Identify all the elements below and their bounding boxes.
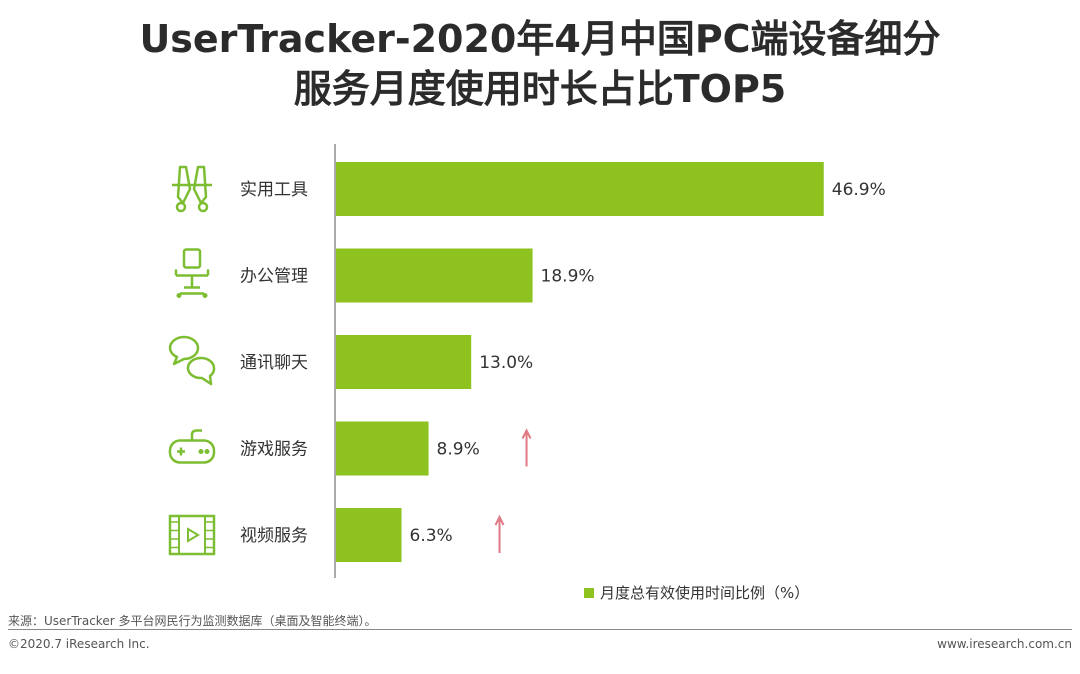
value-label: 13.0%: [479, 353, 533, 373]
category-label: 通讯聊天: [240, 353, 308, 373]
category-label: 办公管理: [240, 267, 308, 287]
value-label: 18.9%: [541, 267, 595, 287]
website[interactable]: www.iresearch.com.cn: [937, 637, 1072, 651]
value-label: 6.3%: [410, 526, 453, 546]
legend-swatch: [584, 587, 594, 598]
bar: [336, 335, 472, 389]
chart-title-line-1: UserTracker-2020年4月中国PC端设备细分: [139, 17, 941, 61]
chat-bubbles-icon: [168, 335, 216, 386]
bar: [336, 421, 429, 476]
bar: [336, 162, 824, 216]
bar: [336, 248, 533, 303]
legend: 月度总有效使用时间比例（%）: [584, 582, 809, 603]
chart-title-line-2: 服务月度使用时长占比TOP5: [293, 67, 787, 111]
source-note: 来源：UserTracker 多平台网民行为监测数据库（桌面及智能终端）。: [8, 614, 377, 628]
office-chair-icon: [174, 248, 210, 298]
trend-up-arrow-icon: [521, 428, 532, 467]
gamepad-icon: [168, 429, 216, 464]
value-label: 46.9%: [832, 180, 886, 200]
film-icon: [168, 514, 216, 556]
category-label: 游戏服务: [240, 440, 308, 460]
legend-label: 月度总有效使用时间比例（%）: [600, 584, 810, 602]
category-label: 实用工具: [240, 180, 308, 200]
bar: [336, 508, 402, 562]
category-label: 视频服务: [240, 526, 308, 546]
trend-up-arrow-icon: [494, 514, 505, 553]
footer-divider: [8, 629, 1072, 630]
value-label: 8.9%: [437, 440, 480, 460]
tools-icon: [172, 165, 212, 213]
copyright: ©2020.7 iResearch Inc.: [8, 637, 150, 651]
